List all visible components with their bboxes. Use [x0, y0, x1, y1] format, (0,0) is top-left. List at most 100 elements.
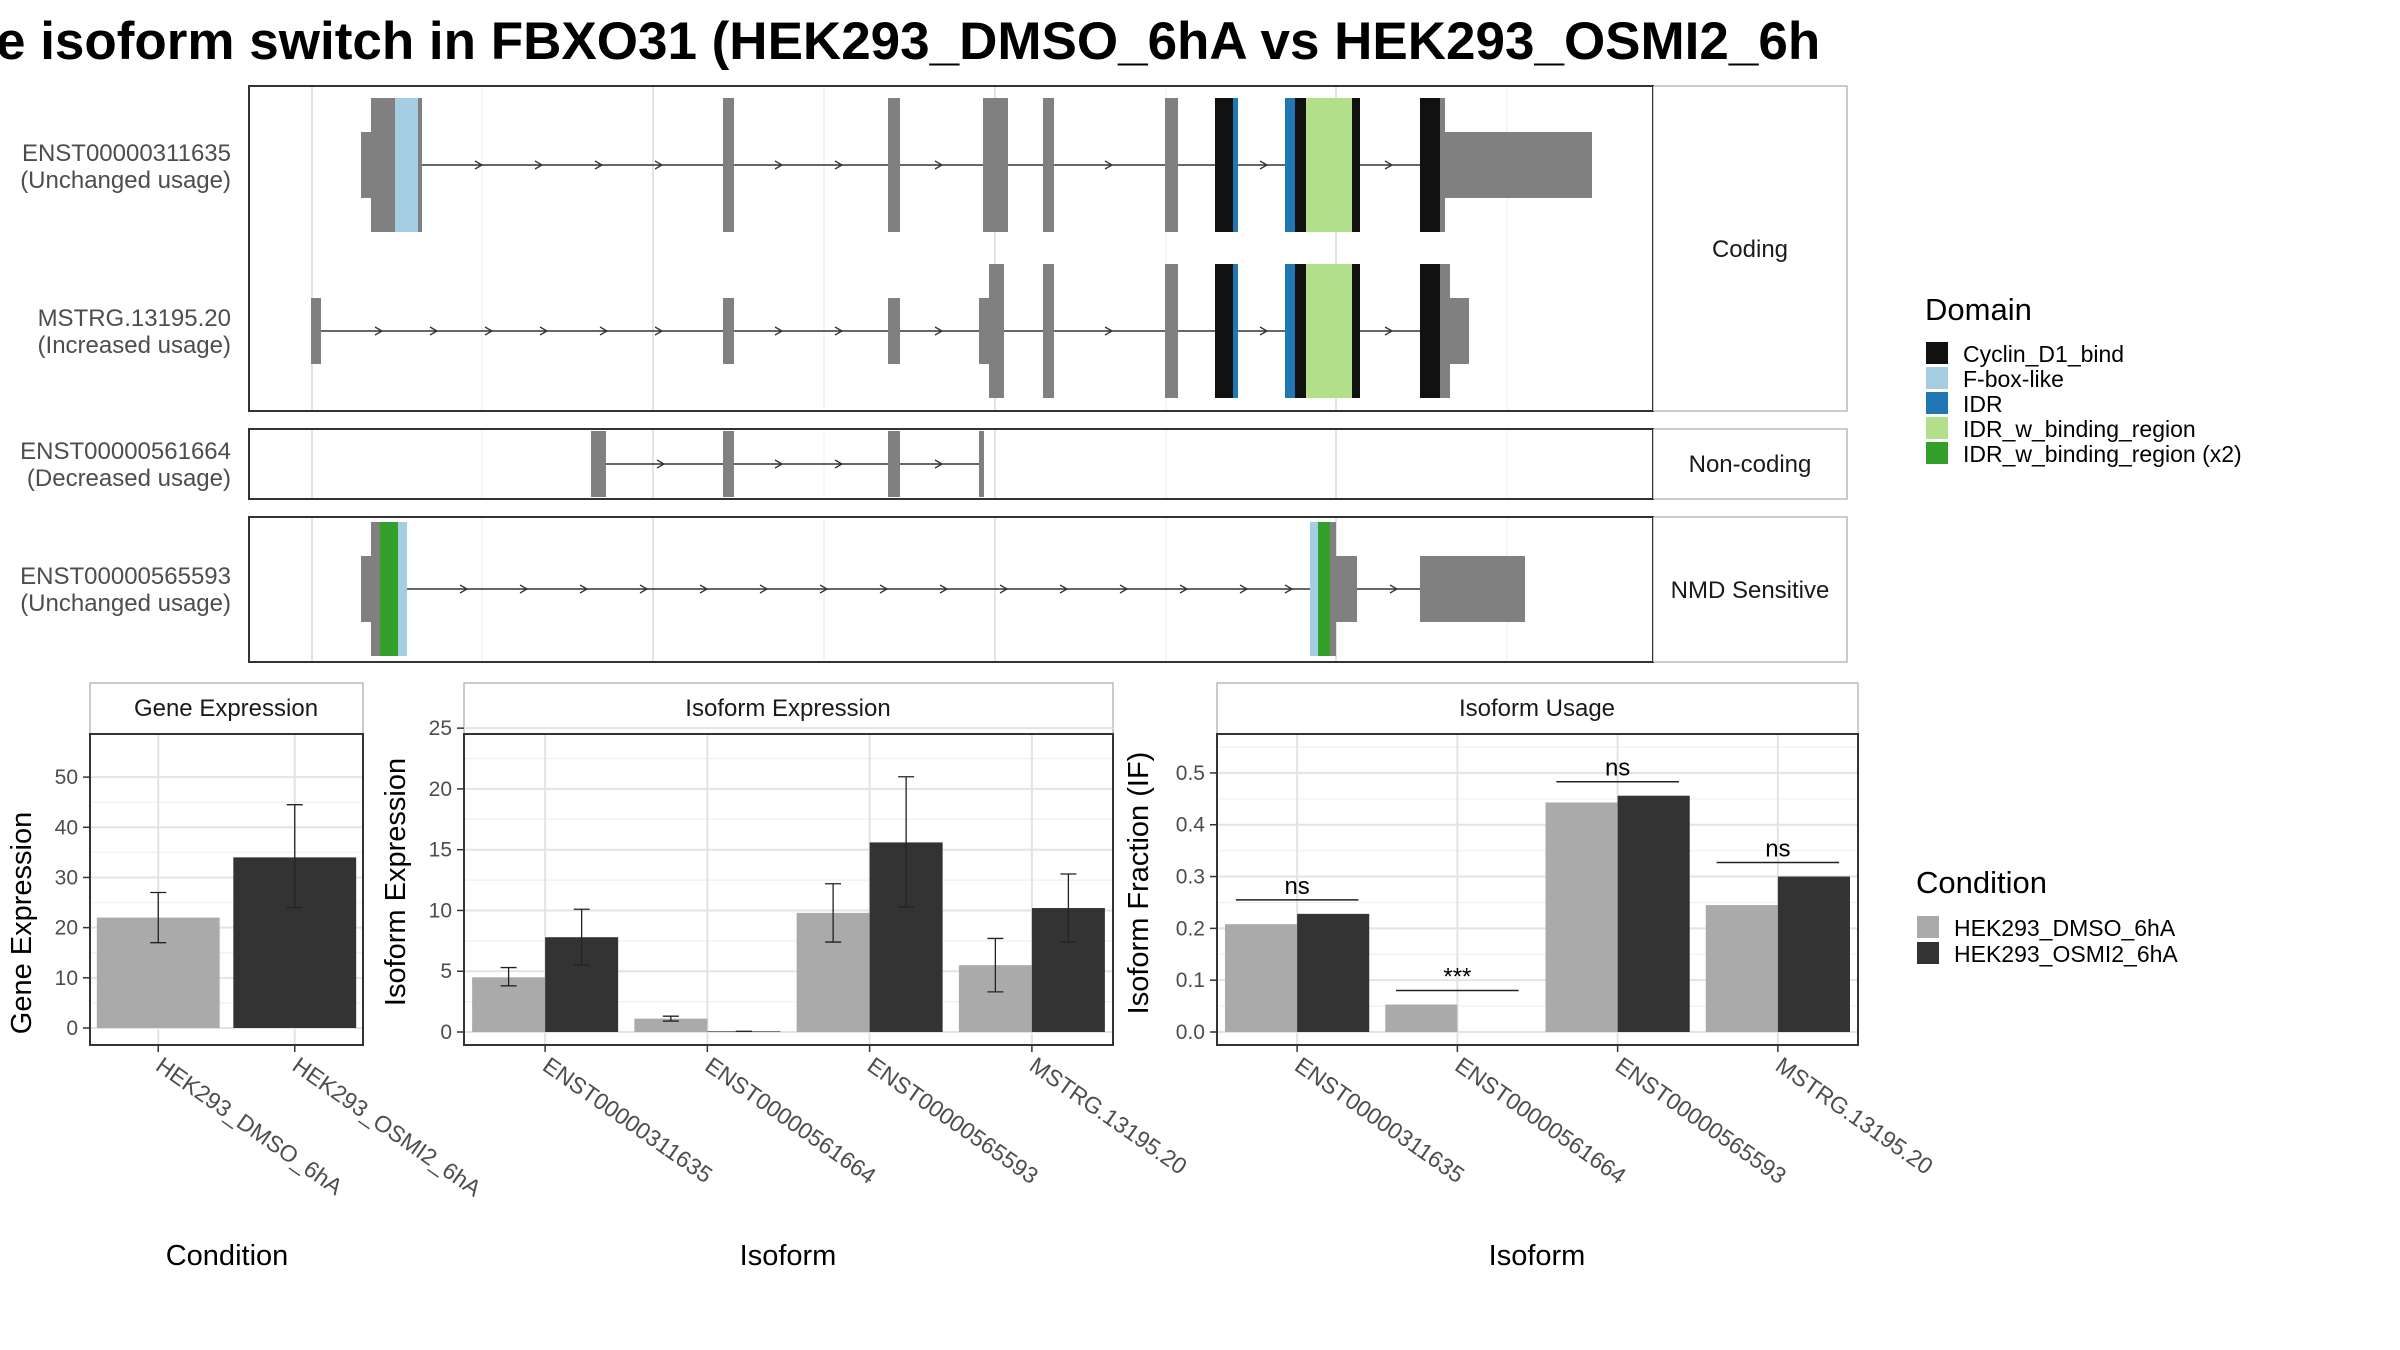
- intron-arrow: [934, 160, 944, 170]
- domain-idr-w-binding-region: [1306, 264, 1352, 398]
- domain-idr: [1285, 98, 1295, 232]
- coding-exon: [1330, 522, 1336, 656]
- coding-exon: [989, 264, 1004, 398]
- coding-exon: [418, 98, 422, 232]
- transcript-id-label: MSTRG.13195.20: [38, 305, 231, 332]
- x-tick-label: MSTRG.13195.20: [1771, 1052, 1938, 1180]
- gene-expression-chart: Gene Expression Condition Gene Expressio…: [6, 682, 487, 1272]
- intron-arrow: [1259, 160, 1269, 170]
- y-tick-label: 0: [440, 1021, 452, 1044]
- intron-arrow: [656, 459, 666, 469]
- structure-marks: [311, 98, 1592, 656]
- coding-exon: [1440, 264, 1450, 398]
- x-tick-label: ENST00000565593: [863, 1052, 1043, 1189]
- noncoding-exon: [888, 431, 900, 497]
- significance-label: ***: [1443, 964, 1471, 991]
- legend-swatch: [1917, 942, 1939, 964]
- x-tick-label: ENST00000561664: [1451, 1052, 1632, 1189]
- intron-arrow: [1389, 584, 1399, 594]
- coding-exon: [1043, 98, 1054, 232]
- transcript-id-label: ENST00000561664: [20, 438, 231, 465]
- domain-cyclin-d1-bind: [1215, 264, 1233, 398]
- domain-idr-w-binding-region-x2: [380, 522, 398, 656]
- utr-exon: [1336, 556, 1357, 622]
- coding-exon: [1165, 98, 1178, 232]
- coding-exon: [983, 98, 1008, 232]
- y-tick-label: 0.2: [1176, 917, 1205, 940]
- intron-arrow: [539, 326, 549, 336]
- intron-arrow: [1284, 584, 1294, 594]
- plot-border: [1216, 733, 1859, 1046]
- legend-swatch: [1926, 342, 1948, 364]
- transcript-structure-panel: Coding Non-coding NMD Sensitive ENST0000…: [20, 85, 1848, 663]
- legend-swatch: [1926, 392, 1948, 414]
- intron-arrow: [519, 584, 529, 594]
- intron-arrow: [1119, 584, 1129, 594]
- intron-arrow: [934, 459, 944, 469]
- legend-swatch: [1926, 417, 1948, 439]
- domain-cyclin-d1-bind: [1420, 264, 1440, 398]
- coding-exon: [1165, 264, 1178, 398]
- intron-arrow: [1384, 326, 1394, 336]
- intron-arrow: [699, 584, 709, 594]
- intron-arrow: [774, 160, 784, 170]
- domain-idr-w-binding-region-x2: [1318, 522, 1330, 656]
- intron-arrow: [1239, 584, 1249, 594]
- domain-cyclin-d1-bind: [1215, 98, 1233, 232]
- transcript-id-label: ENST00000311635: [22, 140, 231, 167]
- intron-arrow: [1059, 584, 1069, 594]
- chart-strip: [463, 682, 1114, 735]
- intron-arrow: [834, 326, 844, 336]
- chart-strip: [89, 682, 364, 735]
- intron-arrow: [534, 160, 544, 170]
- x-tick-label: ENST00000311635: [538, 1052, 717, 1188]
- y-tick-label: 5: [440, 960, 452, 983]
- domain-cyclin-d1-bind: [1295, 264, 1306, 398]
- noncoding-exon: [723, 431, 734, 497]
- intron-arrow: [459, 584, 469, 594]
- facet-label-nmd: NMD Sensitive: [1671, 577, 1830, 604]
- intron-arrow: [819, 584, 829, 594]
- y-axis-title: Gene Expression: [6, 812, 38, 1034]
- domain-f-box-like: [1310, 522, 1318, 656]
- intron-arrow: [654, 160, 664, 170]
- bar: [1705, 905, 1778, 1032]
- domain-cyclin-d1-bind: [1295, 98, 1306, 232]
- intron-arrow: [834, 459, 844, 469]
- transcript-usage-label: (Unchanged usage): [20, 167, 231, 194]
- isoform-expression-chart: Isoform Expression Isoform Isoform Expre…: [380, 682, 1192, 1272]
- intron-arrow: [654, 326, 664, 336]
- bar: [1545, 802, 1618, 1032]
- intron-arrow: [474, 160, 484, 170]
- facet-label-noncoding: Non-coding: [1689, 451, 1812, 478]
- intron-arrow: [1384, 160, 1394, 170]
- x-axis-title: Condition: [166, 1240, 289, 1272]
- legend-swatch: [1926, 367, 1948, 389]
- intron-arrow: [999, 584, 1009, 594]
- intron-arrow: [599, 326, 609, 336]
- coding-exon: [1043, 264, 1054, 398]
- x-tick-label: ENST00000311635: [1290, 1052, 1469, 1188]
- legend-label: F-box-like: [1963, 366, 2064, 392]
- intron-arrow: [374, 326, 384, 336]
- legend-label: IDR_w_binding_region (x2): [1963, 441, 2242, 467]
- y-tick-label: 0.4: [1176, 814, 1206, 837]
- domain-f-box-like: [395, 98, 418, 232]
- utr-exon: [361, 556, 371, 622]
- utr-exon: [1420, 556, 1525, 622]
- intron-arrow: [834, 160, 844, 170]
- legend-label: HEK293_DMSO_6hA: [1954, 915, 2176, 941]
- domain-legend-title: Domain: [1925, 292, 2032, 327]
- y-tick-label: 20: [55, 917, 78, 940]
- coding-exon: [371, 98, 395, 232]
- y-axis-title: Isoform Expression: [380, 758, 412, 1006]
- intron-arrow: [1104, 326, 1114, 336]
- plot-border: [463, 733, 1114, 1046]
- x-axis-title: Isoform: [1489, 1240, 1586, 1272]
- utr-exon: [1450, 298, 1469, 364]
- y-tick-label: 40: [55, 816, 78, 839]
- transcript-usage-label: (Unchanged usage): [20, 590, 231, 617]
- y-tick-label: 20: [429, 778, 452, 801]
- significance-label: ns: [1765, 836, 1790, 863]
